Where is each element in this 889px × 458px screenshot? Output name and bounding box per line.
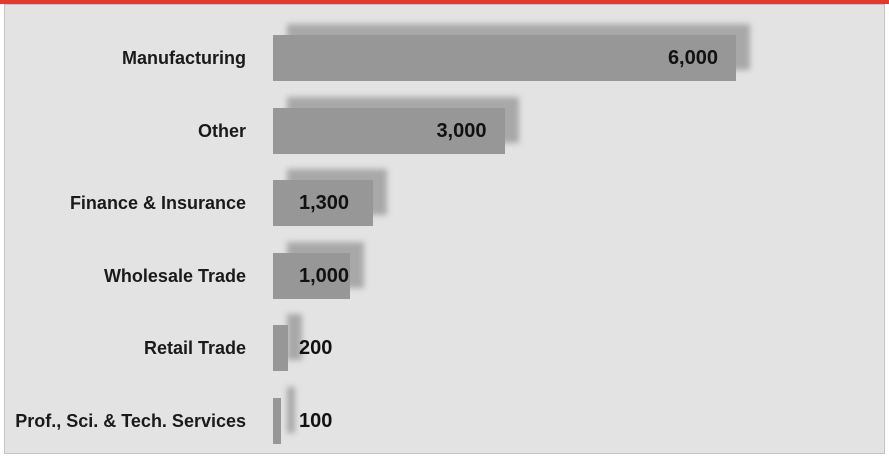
value-label: 100 [299,409,333,432]
value-label: 1,000 [299,264,350,287]
category-label: Other [197,120,246,141]
category-label: Wholesale Trade [103,265,246,286]
category-label: Finance & Insurance [69,193,246,213]
bar [273,252,351,299]
value-label: 3,000 [436,119,487,142]
bar [273,180,374,226]
category-label: Retail Trade [143,338,246,358]
bar [273,397,281,444]
value-label: 6,000 [667,47,718,69]
value-label: 200 [299,337,333,359]
top-accent [0,0,889,4]
category-label: Prof., Sci. & Tech. Services [15,410,246,431]
value-label: 1,300 [299,192,350,214]
bar [273,107,505,154]
bar-shadow [287,314,303,360]
bar [273,35,736,81]
bar [273,325,289,371]
category-label: Manufacturing [122,48,246,68]
bar-shadow [287,386,295,433]
